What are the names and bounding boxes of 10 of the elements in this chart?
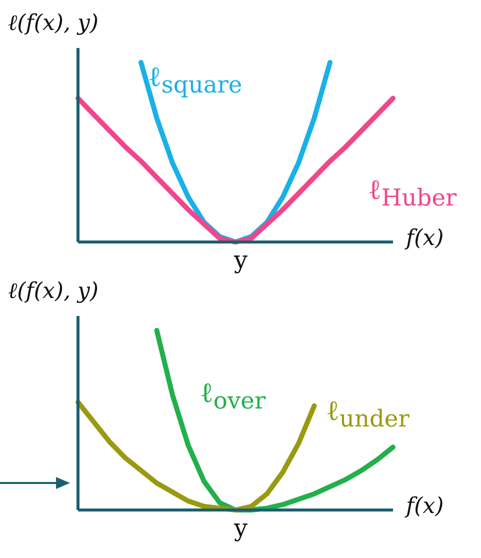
text: y <box>234 514 248 542</box>
text: y <box>234 246 248 274</box>
series-label: ℓ$_{square}$ <box>148 60 242 99</box>
series-label: ℓ$_{under}$ <box>326 394 410 433</box>
series-label: ℓ$_{Huber}$ <box>368 173 457 212</box>
series-label: ℓ$_{over}$ <box>200 376 266 415</box>
x-axis-title: f(x) <box>406 494 444 519</box>
x-axis-title: f(x) <box>406 226 444 251</box>
y-axis-title: ℓ(f(x), y) <box>8 10 98 36</box>
y-axis-title: ℓ(f(x), y) <box>8 278 98 304</box>
